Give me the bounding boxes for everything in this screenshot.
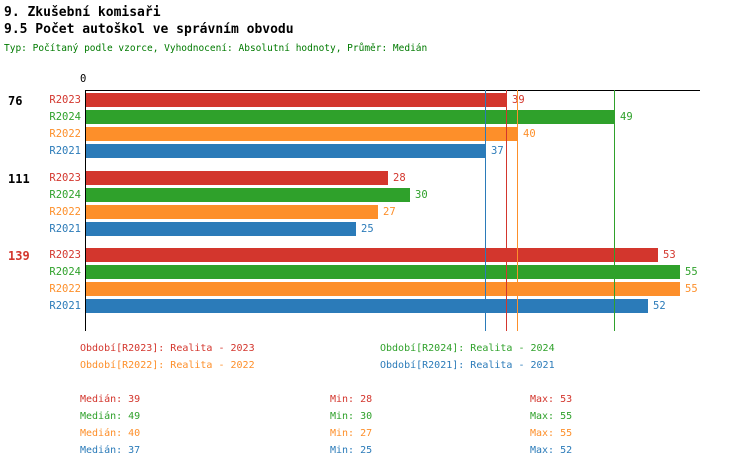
stat-median-r2021: Medián: 37 [80,445,141,456]
median-line-r2021 [485,90,486,331]
bar-r2023 [86,93,507,107]
bar-value-label: 52 [653,300,666,312]
stat-median-r2024: Medián: 49 [80,411,141,422]
bar-value-label: 25 [361,223,374,235]
bar-r2023 [86,171,388,185]
row-label-r2024: R2024 [49,189,81,201]
stat-min-r2021: Min: 25 [330,445,373,456]
row-label-r2022: R2022 [49,128,81,140]
median-line-r2024 [614,90,615,331]
stat-max-r2021: Max: 52 [530,445,573,456]
group-label: 111 [8,172,30,186]
bar-value-label: 55 [685,266,698,278]
row-label-r2024: R2024 [49,266,81,278]
legend-item-r2022: Období[R2022]: Realita - 2022 [80,360,255,371]
y-axis-line [85,90,86,331]
bar-value-label: 37 [491,145,504,157]
stat-min-r2022: Min: 27 [330,428,373,439]
bar-value-label: 40 [523,128,536,140]
row-label-r2023: R2023 [49,172,81,184]
chart-subtitle: Typ: Počítaný podle vzorce, Vyhodnocení:… [4,43,428,54]
stat-min-r2023: Min: 28 [330,394,373,405]
chart-title: 9.5 Počet autoškol ve správním obvodu [4,22,294,37]
bar-value-label: 30 [415,189,428,201]
group-label: 139 [8,249,30,263]
median-line-r2022 [517,90,518,331]
report-section-title: 9. Zkušební komisaři [4,5,161,20]
bar-value-label: 39 [512,94,525,106]
stat-min-r2024: Min: 30 [330,411,373,422]
row-label-r2023: R2023 [49,249,81,261]
bar-value-label: 55 [685,283,698,295]
stat-median-r2022: Medián: 40 [80,428,141,439]
stat-max-r2023: Max: 53 [530,394,573,405]
stat-max-r2024: Max: 55 [530,411,573,422]
bar-value-label: 27 [383,206,396,218]
bar-r2024 [86,110,615,124]
bar-r2021 [86,144,486,158]
row-label-r2024: R2024 [49,111,81,123]
row-label-r2023: R2023 [49,94,81,106]
bar-r2024 [86,188,410,202]
bar-value-label: 49 [620,111,633,123]
bar-r2022 [86,205,378,219]
row-label-r2021: R2021 [49,145,81,157]
bar-r2021 [86,299,648,313]
stat-max-r2022: Max: 55 [530,428,573,439]
row-label-r2021: R2021 [49,300,81,312]
bar-r2022 [86,127,518,141]
bar-r2023 [86,248,658,262]
row-label-r2021: R2021 [49,223,81,235]
bar-value-label: 28 [393,172,406,184]
legend-item-r2024: Období[R2024]: Realita - 2024 [380,343,555,354]
x-axis-line [85,90,700,91]
group-label: 76 [8,94,23,108]
bar-value-label: 53 [663,249,676,261]
row-label-r2022: R2022 [49,283,81,295]
stat-median-r2023: Medián: 39 [80,394,141,405]
axis-zero-label: 0 [80,73,87,85]
bar-r2024 [86,265,680,279]
median-line-r2023 [506,90,507,331]
bar-r2022 [86,282,680,296]
row-label-r2022: R2022 [49,206,81,218]
legend-item-r2023: Období[R2023]: Realita - 2023 [80,343,255,354]
bar-r2021 [86,222,356,236]
legend-item-r2021: Období[R2021]: Realita - 2021 [380,360,555,371]
